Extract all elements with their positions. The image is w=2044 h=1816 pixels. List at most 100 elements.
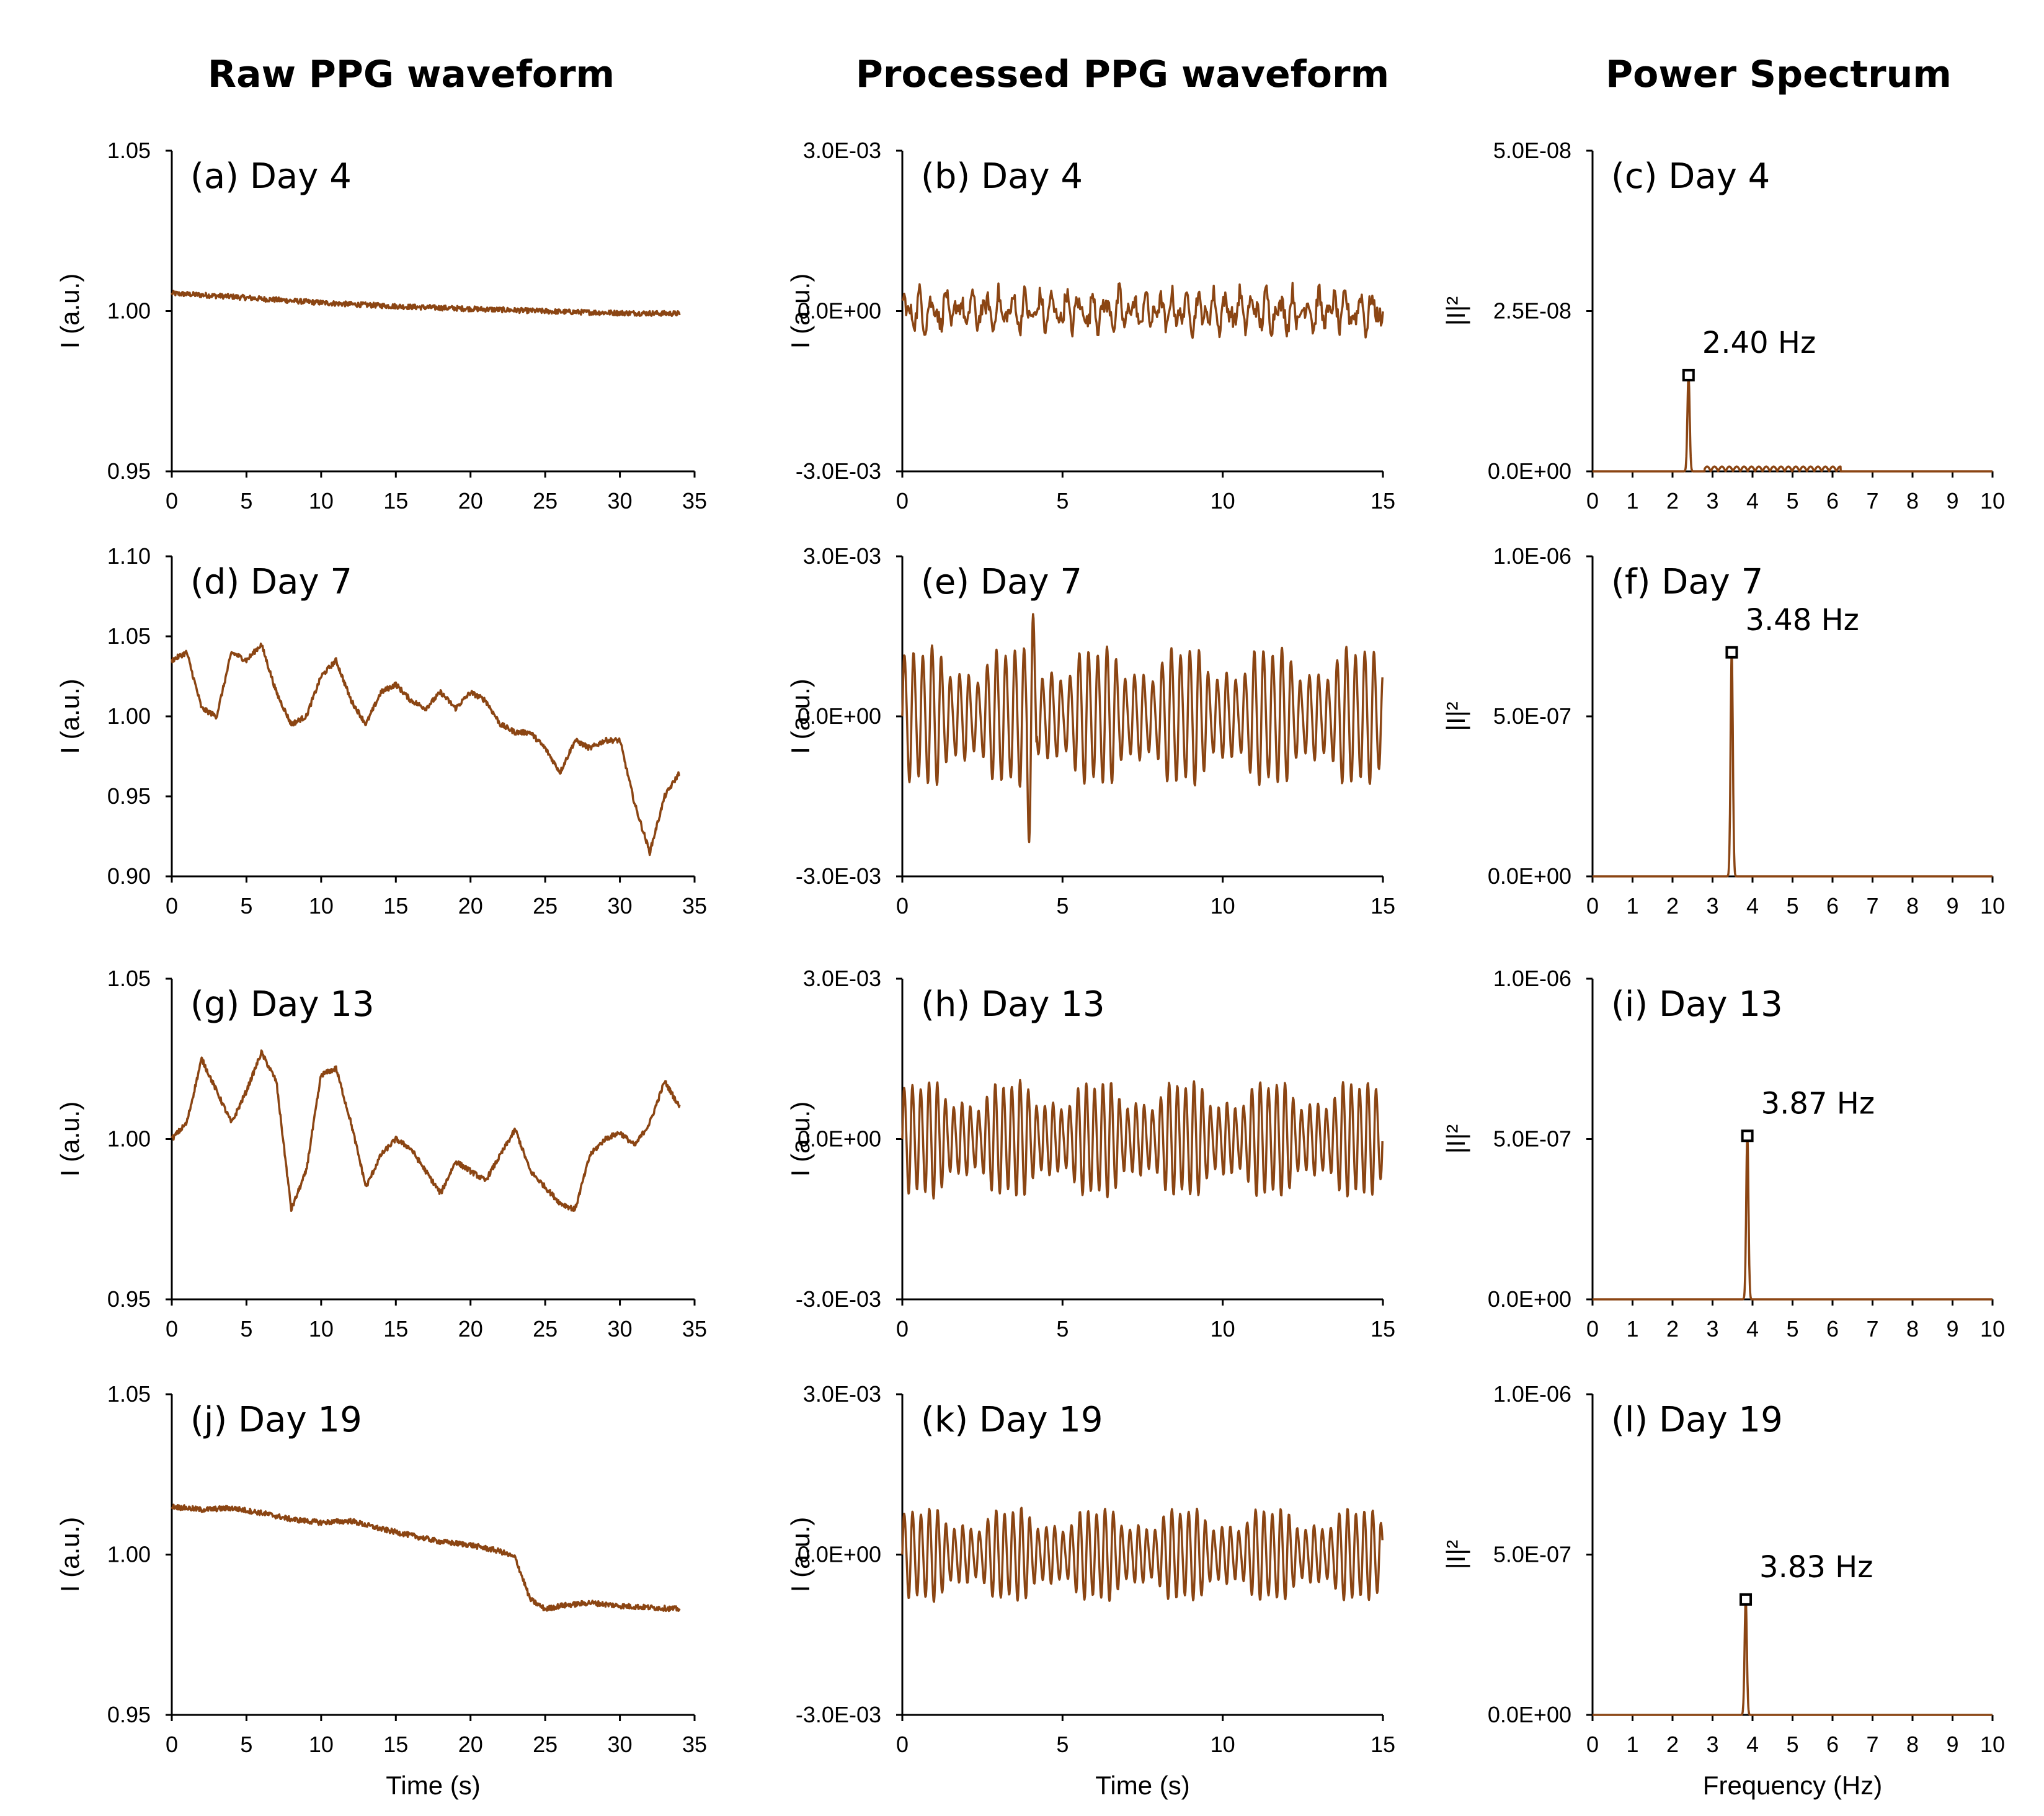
chart-panel-6: 0.0E+00 5.0E-07 1.0E-06 0 1 2 3 4 5 6 7 8 9 10 |I|² (f)… [1441,543,2005,919]
x-tick-label: 10 [1980,893,2005,919]
y-axis-title: I (a.u.) [55,1517,84,1592]
y-tick-label: 0.95 [107,458,151,484]
y-tick-label: 0.95 [107,1286,151,1312]
data-trace [171,643,680,857]
y-tick-label: 1.00 [107,1126,151,1152]
y-tick-label: 0.0E+00 [1488,863,1571,889]
column-title-processed: Processed PPG waveform [856,53,1389,96]
peak-marker [1741,1129,1754,1142]
x-axis-title: Time (s) [386,1771,480,1800]
x-tick-label: 2 [1666,893,1679,919]
x-tick-label: 9 [1946,488,1958,514]
x-tick-label: 0 [1586,1732,1599,1757]
x-tick-label: 10 [309,1316,334,1342]
y-axis-title: I (a.u.) [55,1102,84,1177]
x-tick-label: 20 [458,893,483,919]
chart-panel-3: 0.0E+00 2.5E-08 5.0E-08 0 1 2 3 4 5 6 7 8 9 10 |I|² (c)… [1441,138,2005,514]
x-tick-label: 5 [1056,1316,1069,1342]
y-axis-title: |I|² [1441,1540,1470,1569]
x-tick-label: 30 [608,893,633,919]
x-tick-label: 10 [1211,893,1235,919]
x-tick-label: 4 [1746,488,1759,514]
x-tick-label: 10 [1980,1732,2005,1757]
x-tick-label: 9 [1946,1316,1958,1342]
y-axis-title: I (a.u.) [55,274,84,349]
x-tick-label: 0 [896,488,909,514]
y-tick-label: 1.10 [107,543,151,569]
x-tick-label: 0 [166,488,178,514]
x-tick-label: 20 [458,1732,483,1757]
x-tick-label: 5 [1056,488,1069,514]
x-tick-label: 4 [1746,893,1759,919]
panel-label: (l) Day 19 [1611,1400,1783,1440]
x-axis-title: Time (s) [1095,1771,1189,1800]
y-tick-label: 1.0E-06 [1493,543,1571,569]
x-tick-label: 7 [1866,1732,1878,1757]
chart-panel-11: -3.0E-03 0.0E+00 3.0E-03 0 5 10 15 I (a.u.) Time… [786,1381,1395,1800]
y-tick-label: 0.0E+00 [1488,1702,1571,1727]
data-trace [1591,374,1994,473]
chart-panel-2: -3.0E-03 0.0E+00 3.0E-03 0 5 10 15 I (a.u.) (b) … [786,138,1395,514]
x-axis-title: Frequency (Hz) [1703,1771,1882,1800]
data-trace [901,613,1384,843]
x-tick-label: 7 [1866,893,1878,919]
x-tick-label: 2 [1666,488,1679,514]
chart-panel-1: 0.95 1.00 1.05 0 5 10 15 20 25 30 35 I (a.u.) (a) Da… [55,138,707,514]
x-tick-label: 0 [166,1732,178,1757]
x-tick-label: 15 [1371,488,1395,514]
x-tick-label: 20 [458,488,483,514]
y-axis-title: I (a.u.) [786,274,815,349]
x-tick-label: 20 [458,1316,483,1342]
y-tick-label: 1.05 [107,1381,151,1407]
peak-marker [1725,646,1738,659]
y-tick-label: 0.0E+00 [798,1126,881,1152]
y-tick-label: 3.0E-03 [803,1381,881,1407]
x-tick-label: 0 [896,1732,909,1757]
x-tick-label: 15 [383,488,408,514]
y-tick-label: 3.0E-03 [803,138,881,163]
x-tick-label: 0 [166,893,178,919]
x-tick-label: 15 [383,893,408,919]
y-tick-label: 5.0E-08 [1493,138,1571,163]
x-tick-label: 0 [1586,1316,1599,1342]
x-tick-label: 0 [896,1316,909,1342]
y-tick-label: 0.0E+00 [798,703,881,729]
y-tick-label: 0.0E+00 [1488,1286,1571,1312]
x-tick-label: 15 [1371,1316,1395,1342]
y-axis-title: I (a.u.) [786,1102,815,1177]
x-tick-label: 0 [1586,893,1599,919]
x-tick-label: 5 [240,488,252,514]
panel-label: (i) Day 13 [1611,984,1783,1025]
chart-panel-8: -3.0E-03 0.0E+00 3.0E-03 0 5 10 15 I (a.u.) (h) … [786,966,1395,1342]
x-tick-label: 35 [682,488,707,514]
data-trace [171,290,681,318]
y-tick-label: 1.05 [107,966,151,991]
x-tick-label: 25 [533,1316,558,1342]
x-tick-label: 1 [1626,1316,1638,1342]
x-tick-label: 8 [1906,488,1919,514]
y-tick-label: 0.95 [107,783,151,809]
x-tick-label: 8 [1906,1732,1919,1757]
y-tick-label: 3.0E-03 [803,543,881,569]
peak-marker [1682,368,1695,381]
y-axis-title: |I|² [1441,701,1470,731]
x-tick-label: 6 [1826,1732,1839,1757]
y-tick-label: 1.0E-06 [1493,1381,1571,1407]
panel-label: (h) Day 13 [921,984,1105,1025]
chart-panel-4: 0.90 0.95 1.00 1.05 1.10 0 5 10 15 20 25 30 35 I (a.u… [55,543,707,919]
panel-label: (j) Day 19 [190,1400,362,1440]
x-tick-label: 9 [1946,1732,1958,1757]
x-tick-label: 10 [1211,1732,1235,1757]
panel-label: (a) Day 4 [190,156,352,197]
x-tick-label: 35 [682,1732,707,1757]
x-tick-label: 9 [1946,893,1958,919]
x-tick-label: 2 [1666,1732,1679,1757]
data-trace [1591,1598,1994,1716]
panel-label: (c) Day 4 [1611,156,1770,197]
x-tick-label: 5 [1056,893,1069,919]
x-tick-label: 30 [608,1316,633,1342]
column-title-raw: Raw PPG waveform [208,53,615,96]
x-tick-label: 3 [1706,488,1718,514]
y-tick-label: 5.0E-07 [1493,703,1571,729]
x-tick-label: 4 [1746,1316,1759,1342]
